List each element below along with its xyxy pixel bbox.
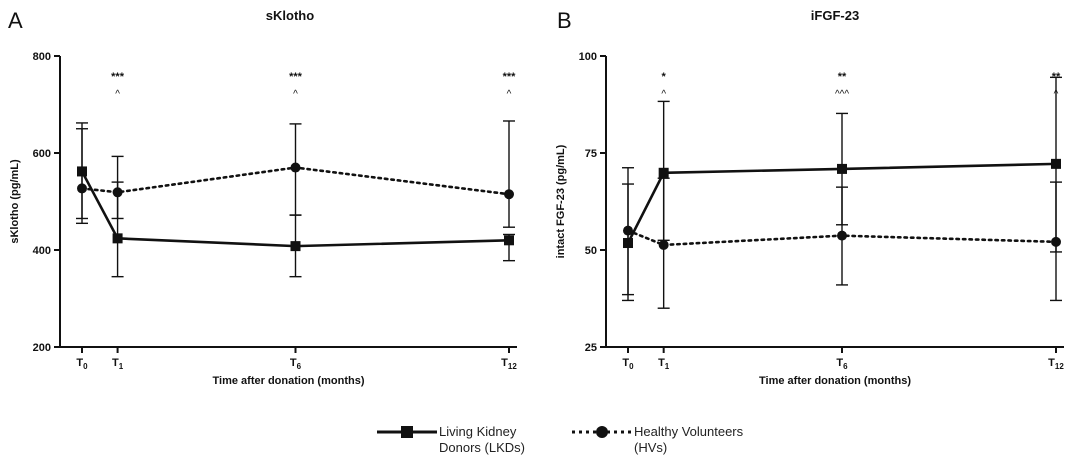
- data-point-hv: [112, 187, 123, 198]
- legend-item-hv: Healthy Volunteers (HVs): [570, 424, 744, 456]
- legend-label-hv: Healthy Volunteers (HVs): [634, 424, 744, 455]
- significance-marker: *: [662, 71, 667, 83]
- legend-item-lkd: Living Kidney Donors (LKDs): [375, 424, 549, 456]
- panel-letter: A: [8, 8, 23, 33]
- significance-marker: ***: [111, 71, 125, 83]
- x-tick-label: T0: [622, 357, 634, 371]
- data-point-hv: [290, 162, 301, 173]
- significance-caret: ^: [1054, 89, 1059, 100]
- y-tick-label: 75: [585, 148, 597, 160]
- x-axis-label: Time after donation (months): [759, 375, 911, 387]
- y-tick-label: 800: [33, 51, 51, 63]
- x-tick-label: T1: [112, 357, 124, 371]
- legend-dotted-circle-swatch: [572, 426, 632, 438]
- panel-letter: B: [557, 8, 572, 33]
- x-tick-label: T12: [1048, 357, 1064, 371]
- significance-caret: ^: [293, 89, 298, 100]
- data-point-hv: [1051, 236, 1061, 247]
- significance-caret: ^: [507, 89, 512, 100]
- y-axis-label: sKlotho (pg/mL): [9, 159, 21, 244]
- legend: Living Kidney Donors (LKDs) Healthy Volu…: [0, 424, 1076, 464]
- x-axis-label: Time after donation (months): [213, 375, 365, 387]
- significance-marker: **: [1052, 71, 1061, 83]
- data-point-lkd: [112, 233, 123, 244]
- series-line-hv: [80, 166, 511, 196]
- y-tick-label: 100: [579, 51, 597, 63]
- x-tick-label: T0: [76, 357, 88, 371]
- data-point-lkd: [837, 163, 847, 174]
- data-point-hv: [77, 183, 87, 194]
- x-tick-label: T6: [836, 357, 848, 371]
- significance-marker: ***: [289, 71, 303, 83]
- significance-marker: **: [838, 71, 847, 83]
- chart-title: sKlotho: [266, 8, 314, 23]
- legend-label-lkd: Living Kidney Donors (LKDs): [439, 424, 525, 455]
- significance-caret: ^^^: [835, 89, 849, 100]
- chart-title: iFGF-23: [811, 8, 859, 23]
- x-tick-label: T12: [501, 357, 517, 371]
- y-tick-label: 200: [33, 342, 51, 354]
- series-line-lkd: [80, 170, 510, 248]
- data-point-lkd: [504, 235, 514, 246]
- y-axis-label: intact FGF-23 (pg/mL): [555, 144, 567, 258]
- x-tick-label: T1: [658, 357, 670, 371]
- data-point-hv: [658, 239, 669, 250]
- significance-caret: ^: [661, 89, 666, 100]
- significance-caret: ^: [115, 89, 120, 100]
- y-tick-label: 25: [585, 342, 597, 354]
- data-point-lkd: [290, 241, 301, 252]
- series-line-hv: [626, 229, 1058, 247]
- legend-solid-square-swatch: [377, 426, 437, 438]
- data-point-lkd: [1051, 158, 1061, 169]
- data-point-hv: [623, 225, 633, 236]
- y-tick-label: 600: [33, 148, 51, 160]
- series-line-lkd: [626, 162, 1057, 244]
- data-point-lkd: [658, 167, 669, 178]
- significance-marker: ***: [503, 71, 517, 83]
- y-tick-label: 50: [585, 245, 597, 257]
- x-tick-label: T6: [290, 357, 302, 371]
- data-point-hv: [837, 230, 847, 241]
- y-tick-label: 400: [33, 245, 51, 257]
- data-point-hv: [504, 189, 514, 200]
